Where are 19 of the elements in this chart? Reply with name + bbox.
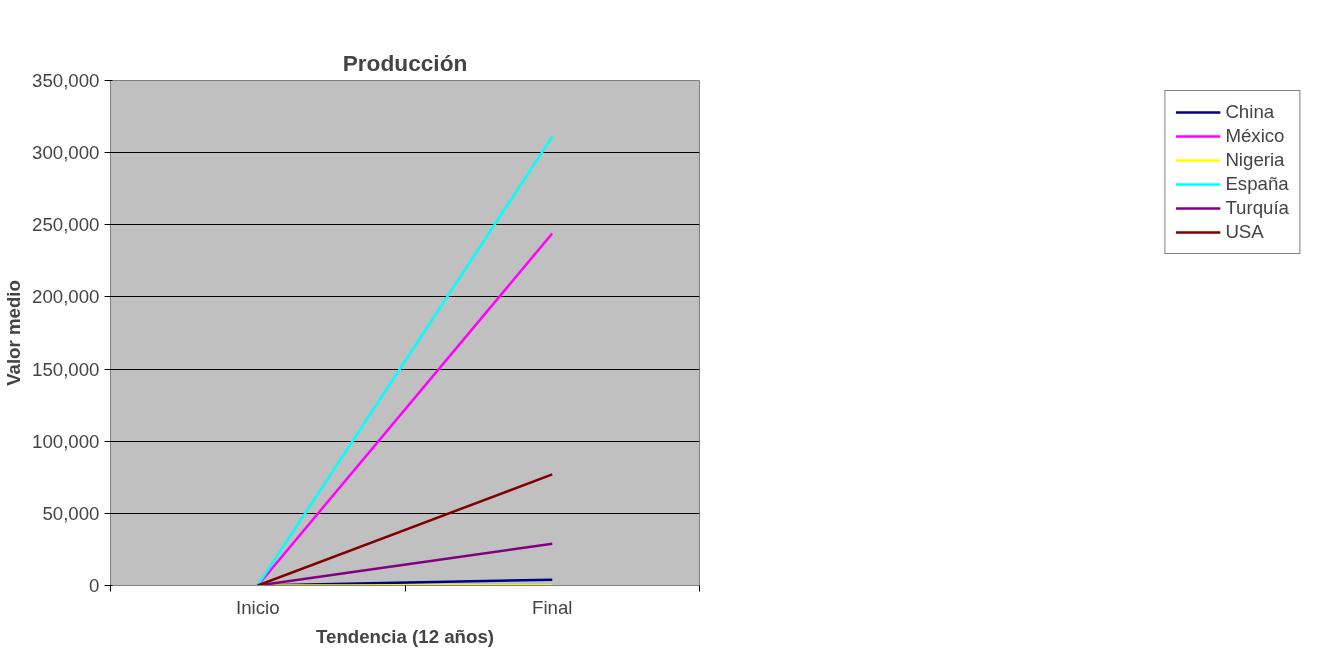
- y-tick-label: 200,000: [32, 286, 100, 308]
- x-tick-label: Inicio: [235, 596, 280, 618]
- legend-label: España: [1225, 173, 1289, 195]
- y-tick-label: 150,000: [32, 358, 100, 380]
- legend-label: China: [1225, 101, 1275, 123]
- legend-label: Turquía: [1225, 197, 1289, 219]
- x-tick-label: Final: [532, 596, 573, 618]
- y-tick-label: 350,000: [32, 70, 100, 91]
- legend-label: Nigeria: [1225, 149, 1285, 171]
- y-axis-title: Valor medio: [3, 280, 25, 386]
- y-tick-label: 250,000: [32, 214, 100, 236]
- x-axis-title: Tendencia (12 años): [316, 625, 494, 647]
- chart-title: Producción: [342, 49, 468, 76]
- legend-label: USA: [1225, 221, 1264, 243]
- y-tick-label: 0: [89, 575, 100, 596]
- y-tick-label: 300,000: [32, 142, 100, 164]
- legend-label: México: [1225, 125, 1285, 147]
- y-tick-label: 100,000: [32, 430, 100, 452]
- y-tick-label: 50,000: [42, 502, 100, 524]
